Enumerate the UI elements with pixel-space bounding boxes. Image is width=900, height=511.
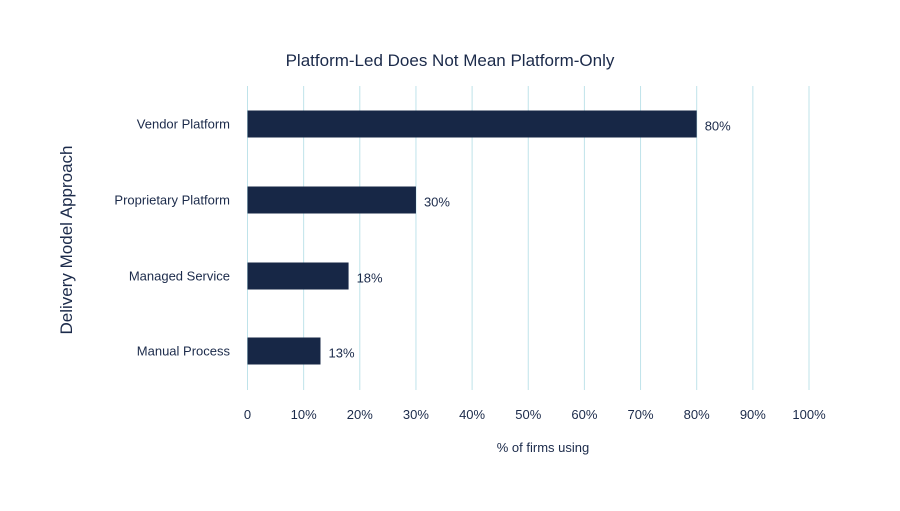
x-tick-label: 30% [403,407,429,422]
bars [247,110,697,365]
labels: 0 10% 20% 30% 40% 50% 60% 70% 80% 90% 100% Vendor P… [114,117,826,423]
category-label: Vendor Platform [137,117,230,132]
x-tick-label: 20% [347,407,373,422]
category-label: Proprietary Platform [114,193,230,208]
bar-vendor-platform [247,110,697,138]
x-axis-label: % of firms using [497,440,589,455]
bar-proprietary-platform [247,186,416,214]
data-label: 80% [705,119,731,134]
y-axis-label: Delivery Model Approach [57,146,76,335]
x-tick-label: 40% [459,407,485,422]
data-label: 30% [424,195,450,210]
x-tick-label: 10% [291,407,317,422]
category-label: Managed Service [129,269,230,284]
bar-managed-service [247,262,349,290]
data-label: 18% [357,271,383,286]
bar-manual-process [247,337,321,365]
category-label: Manual Process [137,344,231,359]
chart-title: Platform-Led Does Not Mean Platform-Only [286,51,615,70]
x-tick-label: 50% [515,407,541,422]
x-tick-label: 100% [792,407,826,422]
x-tick-label: 70% [628,407,654,422]
data-label: 13% [328,346,354,361]
x-tick-label: 60% [571,407,597,422]
x-tick-label: 80% [684,407,710,422]
x-tick-label: 0 [244,407,251,422]
x-tick-label: 90% [740,407,766,422]
